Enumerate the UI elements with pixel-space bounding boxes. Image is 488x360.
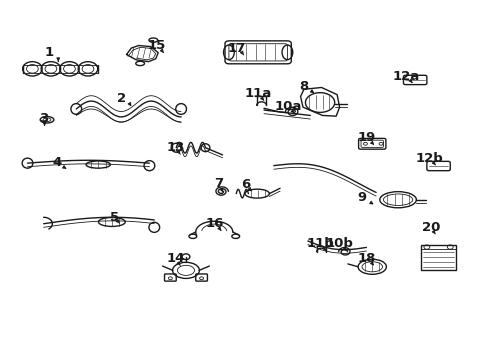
Text: 3: 3	[39, 112, 48, 125]
Text: 19: 19	[357, 131, 375, 144]
Text: 9: 9	[356, 192, 366, 204]
Text: 10a: 10a	[274, 100, 302, 113]
Text: 7: 7	[214, 177, 223, 190]
Text: 2: 2	[117, 92, 126, 105]
Text: 8: 8	[299, 80, 308, 93]
Text: 4: 4	[52, 156, 61, 169]
Bar	[420, 245, 455, 270]
Text: 16: 16	[204, 217, 223, 230]
Text: 11a: 11a	[244, 87, 271, 100]
Text: 12a: 12a	[392, 69, 419, 82]
Text: 17: 17	[227, 41, 246, 54]
Text: 18: 18	[357, 252, 375, 265]
Text: 11b: 11b	[305, 237, 333, 250]
Text: 12b: 12b	[415, 152, 443, 165]
Text: 10b: 10b	[325, 237, 353, 250]
Text: 13: 13	[166, 141, 184, 154]
Text: 20: 20	[421, 221, 439, 234]
Text: 14: 14	[166, 252, 184, 265]
Text: 5: 5	[109, 211, 119, 224]
Text: 1: 1	[45, 46, 54, 59]
Text: 15: 15	[147, 39, 165, 52]
Text: 6: 6	[241, 178, 249, 191]
